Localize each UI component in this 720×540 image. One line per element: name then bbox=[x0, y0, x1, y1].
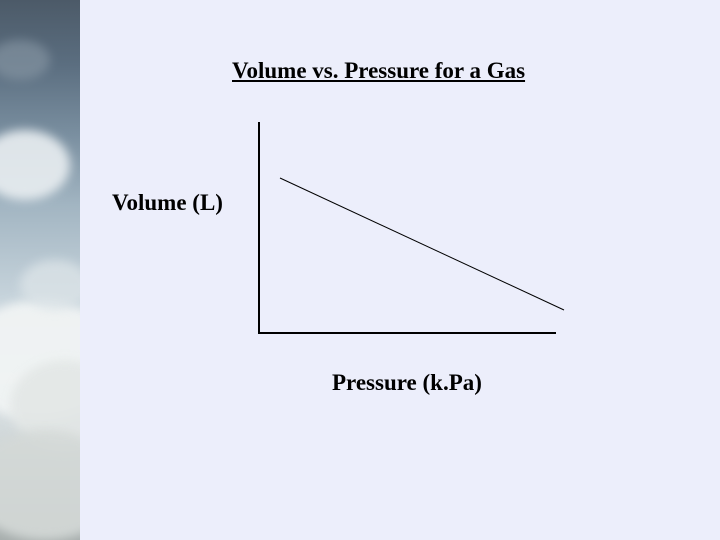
slide: Volume vs. Pressure for a Gas Volume (L)… bbox=[0, 0, 720, 540]
line-chart bbox=[258, 122, 574, 334]
x-axis-label: Pressure (k.Pa) bbox=[332, 370, 482, 396]
sidebar-image bbox=[0, 0, 80, 540]
data-line bbox=[280, 178, 564, 310]
y-axis-label: Volume (L) bbox=[112, 190, 223, 216]
cloud-blob bbox=[0, 430, 80, 540]
chart-title: Volume vs. Pressure for a Gas bbox=[232, 58, 525, 84]
